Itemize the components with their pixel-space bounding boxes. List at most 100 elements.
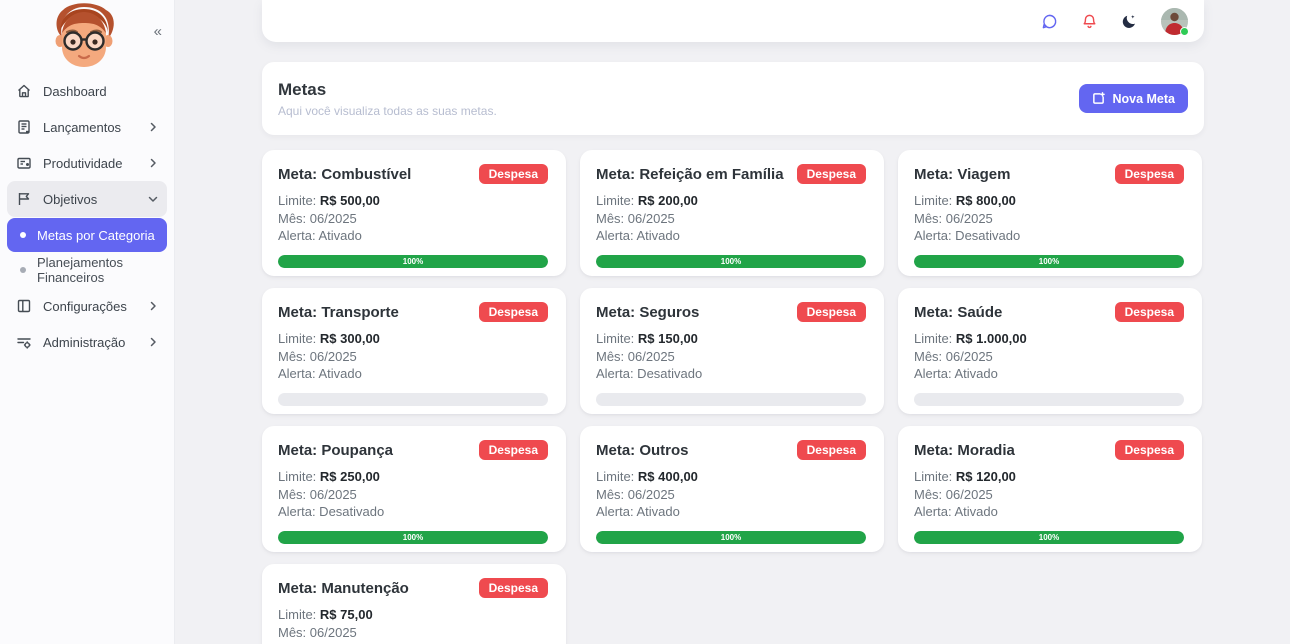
moon-icon[interactable] [1121,13,1138,30]
card-icon [16,155,32,171]
meta-limit: Limite: R$ 150,00 [596,331,698,346]
progress-bar: 100% [914,254,1184,268]
meta-card-saude: Meta: Saúde Despesa Limite: R$ 1.000,00 … [898,288,1202,414]
meta-alert: Alerta: Ativado [914,504,998,519]
main-area: Metas Aqui você visualiza todas as suas … [175,0,1290,644]
page-header-text: Metas Aqui você visualiza todas as suas … [278,80,497,118]
metas-grid: Meta: Combustível Despesa Limite: R$ 500… [262,150,1204,644]
despesa-badge: Despesa [478,440,548,460]
meta-alert: Alerta: Desativado [278,641,548,644]
meta-alert: Alerta: Ativado [914,366,998,381]
receipt-icon [16,119,32,135]
progress-bar: 100% [596,254,866,268]
meta-card-title: Meta: Moradia [914,441,1015,459]
meta-card-title: Meta: Combustível [278,165,412,183]
progress-fill: 100% [914,530,1184,544]
meta-month: Mês: 06/2025 [596,210,675,226]
bell-icon[interactable] [1081,13,1098,30]
page-title: Metas [278,79,327,99]
meta-card-outros: Meta: Outros Despesa Limite: R$ 400,00 M… [580,426,884,552]
sidebar-subitem-metas-por-categoria[interactable]: Metas por Categoria [7,218,167,252]
meta-alert: Alerta: Ativado [278,366,362,381]
progress-bar: 100% [914,530,1184,544]
page-subtitle: Aqui você visualiza todas as suas metas. [278,103,497,118]
despesa-badge: Despesa [478,164,548,184]
meta-limit: Limite: R$ 120,00 [914,469,1016,484]
meta-alert: Alerta: Desativado [596,366,703,381]
meta-card-poupanca: Meta: Poupança Despesa Limite: R$ 250,00… [262,426,566,552]
meta-card-title: Meta: Outros [596,441,689,459]
despesa-badge: Despesa [478,578,548,598]
despesa-badge: Despesa [796,302,866,322]
chat-icon[interactable] [1041,13,1058,30]
sidebar-item-label: Dashboard [43,83,107,99]
meta-month: Mês: 06/2025 [914,210,993,226]
sidebar-item-produtividade[interactable]: Produtividade [7,145,167,181]
meta-card-title: Meta: Saúde [914,303,1003,321]
sidebar-item-configuracoes[interactable]: Configurações [7,288,167,324]
meta-limit: Limite: R$ 400,00 [596,469,698,484]
meta-card-title: Meta: Viagem [914,165,1011,183]
bullet-icon [20,232,26,238]
sidebar-item-administracao[interactable]: Administração [7,324,167,360]
nova-meta-button[interactable]: Nova Meta [1079,84,1188,113]
sliders-gear-icon [16,334,32,350]
add-square-icon [1093,92,1106,104]
progress-bar: 100% [278,530,548,544]
progress-fill: 100% [914,254,1184,268]
chevron-right-icon [148,337,158,347]
meta-month: Mês: 06/2025 [278,486,357,502]
sidebar-item-objetivos[interactable]: Objetivos [7,181,167,217]
meta-limit: Limite: R$ 1.000,00 [914,331,1027,346]
sidebar-item-label: Administração [43,334,126,350]
meta-alert: Alerta: Desativado [278,504,385,519]
chevron-right-icon [148,301,158,311]
progress-bar [914,392,1184,406]
meta-limit: Limite: R$ 500,00 [278,193,380,208]
meta-card-viagem: Meta: Viagem Despesa Limite: R$ 800,00 M… [898,150,1202,276]
despesa-badge: Despesa [796,164,866,184]
meta-limit: Limite: R$ 800,00 [914,193,1016,208]
chevron-right-icon [148,158,158,168]
progress-bar [278,392,548,406]
chevron-right-icon [148,122,158,132]
meta-month: Mês: 06/2025 [596,486,675,502]
meta-month: Mês: 06/2025 [278,624,357,640]
user-cartoon-avatar [55,3,114,67]
meta-card-title: Meta: Refeição em Família [596,165,784,183]
sidebar-item-lancamentos[interactable]: Lançamentos [7,109,167,145]
home-icon [16,83,32,99]
progress-bar: 100% [596,530,866,544]
despesa-badge: Despesa [796,440,866,460]
progress-fill: 100% [278,254,548,268]
meta-card-moradia: Meta: Moradia Despesa Limite: R$ 120,00 … [898,426,1202,552]
meta-month: Mês: 06/2025 [914,486,993,502]
user-avatar[interactable] [1161,7,1189,36]
meta-card-title: Meta: Poupança [278,441,394,459]
sidebar-collapse-button[interactable]: « [153,23,162,40]
meta-limit: Limite: R$ 250,00 [278,469,380,484]
meta-card-title: Meta: Manutenção [278,579,409,597]
sidebar-item-dashboard[interactable]: Dashboard [7,73,167,109]
meta-card-title: Meta: Transporte [278,303,399,321]
sidebar-header: « [0,0,174,72]
meta-alert: Alerta: Ativado [596,228,680,243]
sidebar-nav: Dashboard Lançamentos Produtividade [0,72,174,360]
despesa-badge: Despesa [1114,440,1184,460]
progress-fill: 100% [278,530,548,544]
layout-icon [16,298,32,314]
meta-card-manutencao: Meta: Manutenção Despesa Limite: R$ 75,0… [262,564,566,644]
sidebar-item-label: Produtividade [43,155,123,171]
meta-limit: Limite: R$ 300,00 [278,331,380,346]
meta-card-combustivel: Meta: Combustível Despesa Limite: R$ 500… [262,150,566,276]
meta-limit: Limite: R$ 200,00 [596,193,698,208]
sidebar-subitem-label: Planejamentos Financeiros [37,255,123,285]
meta-alert: Alerta: Ativado [278,228,362,243]
sidebar-subitem-planejamentos-financeiros[interactable]: Planejamentos Financeiros [7,253,167,287]
page-header: Metas Aqui você visualiza todas as suas … [262,62,1204,135]
progress-fill: 100% [596,530,866,544]
meta-card-transporte: Meta: Transporte Despesa Limite: R$ 300,… [262,288,566,414]
sidebar: « Dashboard Lançamentos Produtividade [0,0,175,644]
meta-month: Mês: 06/2025 [278,348,357,364]
meta-month: Mês: 06/2025 [914,348,993,364]
